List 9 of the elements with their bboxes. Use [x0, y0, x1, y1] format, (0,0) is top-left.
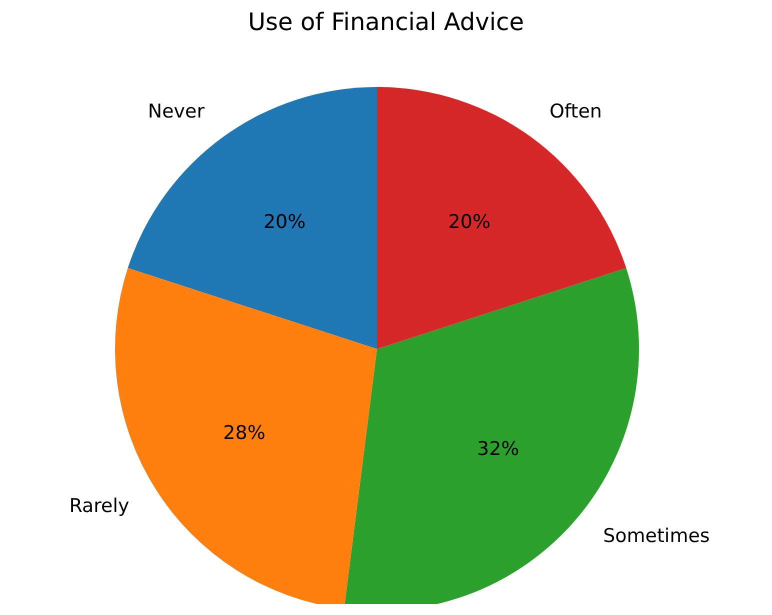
data-label: 20% — [263, 210, 306, 233]
data-label: 28% — [223, 422, 266, 444]
slice-label: Often — [549, 100, 602, 123]
data-label: 20% — [448, 210, 491, 233]
chart-title: Use of Financial Advice — [246, 8, 525, 38]
data-label: 32% — [477, 438, 520, 460]
slice-label: Never — [148, 100, 205, 123]
slice-label: Sometimes — [603, 525, 710, 548]
slice-label: Rarely — [69, 495, 130, 518]
